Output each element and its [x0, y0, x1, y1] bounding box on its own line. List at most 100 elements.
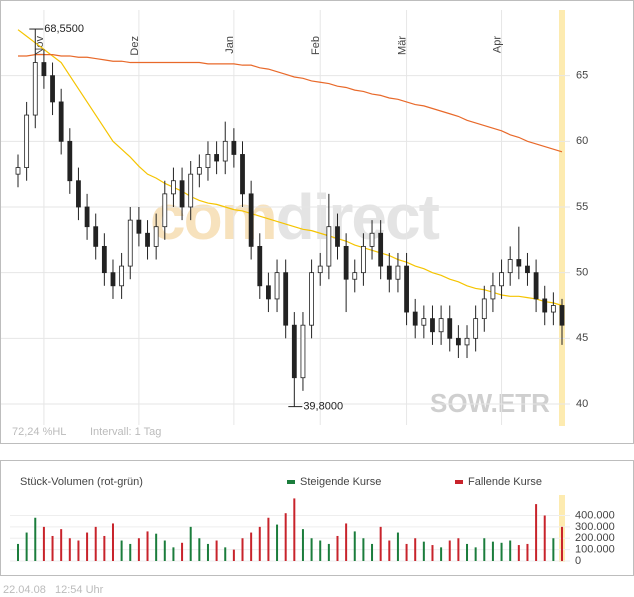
volume-bar [129, 543, 132, 561]
y-tick-label: 60 [576, 135, 588, 147]
volume-bar [146, 531, 149, 561]
watermark: comdirect [150, 181, 440, 253]
candle-body [248, 193, 254, 247]
candle-body [352, 272, 358, 280]
candle-body [360, 245, 366, 274]
candle-body [291, 324, 297, 379]
candle-body [464, 337, 470, 346]
volume-bar [241, 538, 244, 561]
volume-bar [189, 526, 192, 561]
candle-body [93, 226, 99, 247]
y-tick-label: 65 [576, 70, 588, 82]
volume-bar [491, 541, 494, 561]
volume-bar [163, 540, 166, 561]
y-tick-label: 300.000 [575, 521, 615, 533]
candle-body [162, 193, 168, 228]
candle-body [326, 226, 332, 267]
candle-body [196, 167, 202, 175]
volume-bar [51, 535, 54, 561]
volume-bar [94, 526, 97, 561]
annotation: 39,8000 [303, 401, 343, 413]
volume-bar [310, 538, 313, 561]
candle-body [430, 318, 435, 333]
volume-bar [198, 538, 201, 561]
candle-body [404, 265, 409, 313]
symbol: SOW.ETR [430, 388, 550, 418]
candle-body [240, 154, 245, 195]
volume-bar [396, 532, 399, 561]
candle-body [550, 305, 556, 313]
candle-body [214, 154, 220, 162]
volume-bar [466, 543, 469, 561]
volume-bar [86, 532, 89, 561]
candle-body [50, 75, 55, 103]
volume-bar [258, 526, 261, 561]
candle-body [127, 219, 133, 267]
candle-body [266, 285, 271, 300]
candle-body [283, 272, 289, 326]
candle-body [455, 337, 461, 346]
candle-body [490, 285, 496, 300]
volume-bar [552, 538, 555, 561]
volume-bar [440, 547, 443, 561]
volume-bar [232, 549, 235, 561]
volume-bar [561, 526, 563, 561]
candle-body [438, 318, 444, 333]
volume-bar [206, 543, 209, 561]
volume-bar [457, 538, 460, 561]
volume-bar [414, 538, 417, 561]
volume-bar [543, 515, 546, 561]
candle-body [119, 265, 125, 287]
volume-bar [500, 542, 503, 561]
volume-bar [319, 540, 322, 561]
volume-bar [483, 538, 486, 561]
volume-bar [34, 517, 37, 561]
legend-swatch [455, 480, 463, 484]
candle-body [421, 318, 427, 326]
watermark-part: com [150, 181, 276, 253]
candle-body [309, 272, 314, 326]
volume-bar [336, 535, 339, 561]
candle-body [136, 219, 142, 234]
x-tick-label: Apr [491, 36, 503, 53]
candle-body [110, 272, 116, 287]
volume-bar [77, 540, 80, 561]
y-tick-label: 100.000 [575, 544, 615, 556]
volume-bar [535, 504, 538, 561]
volume-bar [353, 531, 356, 561]
candle-body [378, 232, 384, 267]
candle-body [481, 298, 487, 320]
x-tick-label: Jan [224, 36, 236, 54]
volume-bar [327, 543, 330, 561]
y-tick-label: 45 [576, 332, 588, 344]
candle-body [516, 259, 522, 267]
volume-bar [276, 524, 279, 561]
candle-body [533, 272, 539, 300]
volume-bar [60, 529, 63, 561]
candle-body [447, 318, 453, 339]
volume-bar [181, 542, 184, 561]
legend-label: Steigende Kurse [300, 476, 381, 488]
volume-bar [155, 533, 158, 561]
candle-body [525, 265, 530, 274]
candle-body [171, 180, 176, 195]
x-tick-label: Feb [310, 36, 322, 55]
volume-title: Stück-Volumen (rot-grün) [20, 476, 143, 488]
x-tick-label: Dez [129, 36, 141, 56]
volume-bar [17, 543, 19, 561]
candle-body [473, 318, 479, 339]
x-tick-label: Nov [34, 36, 46, 56]
volume-bar [250, 532, 253, 561]
candle-body [386, 265, 392, 280]
moving-average [17, 29, 563, 307]
volume-bar [25, 532, 28, 561]
volume-bar [284, 513, 287, 561]
candle-body [257, 245, 263, 287]
volume-bar [42, 526, 45, 561]
moving-average [18, 54, 563, 153]
candle-body [205, 154, 211, 168]
volume-bar [120, 540, 123, 561]
candle-body [369, 232, 375, 247]
y-tick-label: 200.000 [575, 532, 615, 544]
y-tick-label: 50 [576, 267, 588, 279]
